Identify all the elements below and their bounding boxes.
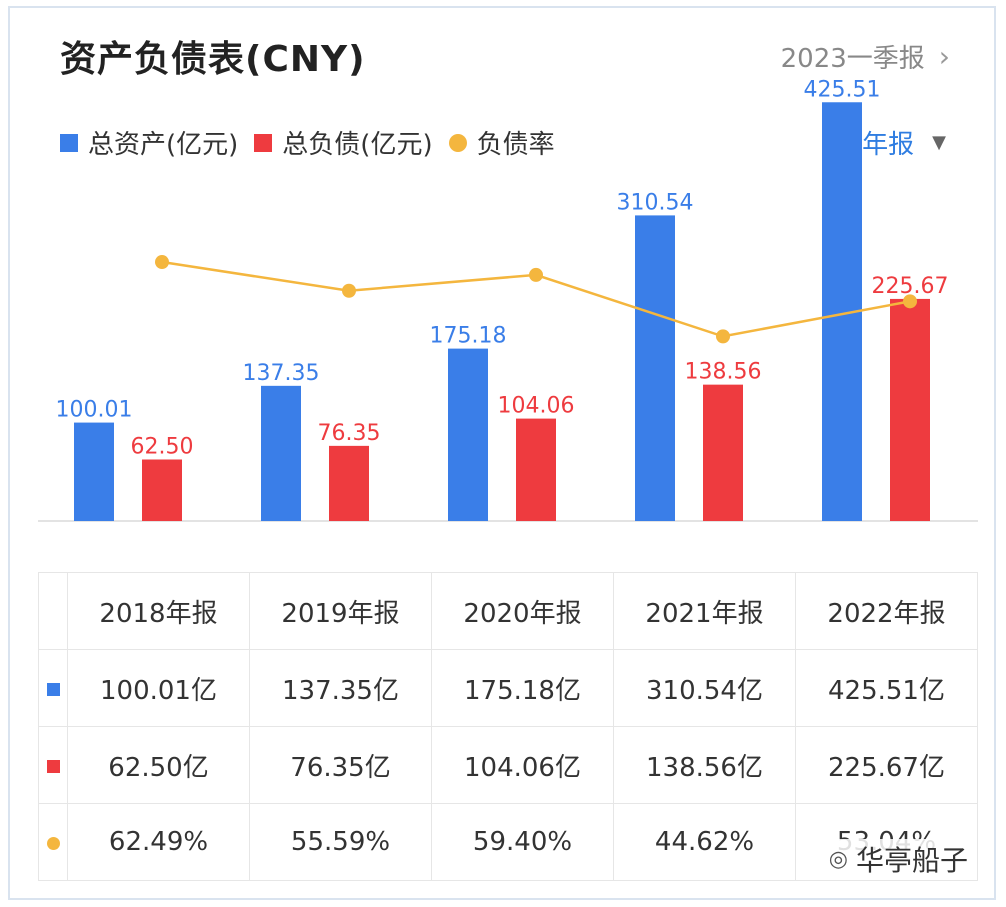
data-label-assets: 137.35 [243, 361, 320, 386]
bar-liabilities [329, 445, 369, 521]
square-icon [46, 760, 60, 773]
table-cell: 76.35亿 [249, 726, 432, 804]
data-label-liabilities: 76.35 [318, 421, 381, 446]
table-cell: 55.59% [249, 803, 432, 881]
row-marker-liabilities [38, 726, 68, 804]
data-label-assets: 175.18 [430, 324, 507, 349]
legend-item-ratio[interactable]: 负债率 [448, 124, 555, 161]
data-label-liabilities: 104.06 [498, 394, 575, 419]
table-header-cell: 2019年报 [249, 572, 432, 650]
table-cell: 310.54亿 [613, 649, 796, 727]
bar-liabilities [890, 298, 930, 521]
legend-item-liabilities[interactable]: 总负债(亿元) [254, 124, 433, 161]
wechat-icon: ◎ [828, 846, 848, 872]
watermark-text: 华亭船子 [855, 844, 968, 877]
table-header-row: 2018年报 2019年报 2020年报 2021年报 2022年报 [38, 572, 978, 650]
data-label-assets: 310.54 [617, 190, 694, 215]
row-marker-ratio [38, 803, 68, 881]
ratio-point [903, 294, 917, 309]
ratio-point [342, 283, 356, 298]
table-row-liabilities: 62.50亿 76.35亿 104.06亿 138.56亿 225.67亿 [38, 726, 978, 804]
bar-liabilities [142, 459, 182, 521]
frequency-dropdown[interactable]: 年报 ▼ [862, 124, 946, 161]
legend-item-assets[interactable]: 总资产(亿元) [60, 124, 238, 161]
watermark: ◎ 华亭船子 [822, 839, 974, 879]
page-title: 资产负债表(CNY) [60, 39, 366, 80]
ratio-point [716, 329, 730, 344]
bar-liabilities [703, 384, 743, 521]
dot-icon [46, 837, 60, 850]
chart-plot: 100.01 62.50 137.35 76.35 175.18 104.06 310.54… [38, 77, 978, 522]
caret-down-icon: ▼ [932, 132, 946, 153]
table-header-cell: 2018年报 [67, 572, 250, 650]
bar-assets [635, 215, 675, 522]
period-label: 2023一季报 [780, 44, 925, 74]
ratio-point [155, 255, 169, 270]
chart-legend: 总资产(亿元) 总负债(亿元) 负债率 [60, 124, 571, 161]
data-label-liabilities: 62.50 [131, 434, 194, 459]
ratio-point [529, 267, 543, 282]
table-header-cell: 2021年报 [613, 572, 796, 650]
data-table: 2018年报 2019年报 2020年报 2021年报 2022年报 100.0… [38, 572, 978, 881]
table-cell: 44.62% [613, 803, 796, 881]
table-cell: 225.67亿 [795, 726, 978, 804]
table-header-cell: 2020年报 [431, 572, 614, 650]
table-cell: 138.56亿 [613, 726, 796, 804]
legend-label-liabilities: 总负债(亿元) [282, 130, 433, 160]
data-label-assets: 425.51 [804, 77, 881, 102]
bar-assets [74, 422, 114, 521]
table-cell: 100.01亿 [67, 649, 250, 727]
table-cell: 62.49% [67, 803, 250, 881]
table-row-assets: 100.01亿 137.35亿 175.18亿 310.54亿 425.51亿 [38, 649, 978, 727]
chevron-right-icon: › [938, 40, 950, 73]
table-corner [38, 572, 68, 650]
table-cell: 175.18亿 [431, 649, 614, 727]
frequency-label: 年报 [862, 130, 915, 160]
table-header-cell: 2022年报 [795, 572, 978, 650]
table-cell: 62.50亿 [67, 726, 250, 804]
legend-swatch-liabilities [254, 133, 273, 152]
legend-label-assets: 总资产(亿元) [88, 130, 239, 160]
legend-swatch-assets [60, 133, 78, 152]
row-marker-assets [38, 649, 68, 727]
bar-assets [261, 385, 301, 521]
legend-swatch-ratio [448, 133, 467, 152]
table-cell: 104.06亿 [431, 726, 614, 804]
data-label-liabilities: 138.56 [685, 360, 762, 385]
bar-assets [448, 348, 488, 521]
square-icon [46, 683, 60, 696]
bar-liabilities [516, 418, 556, 521]
data-label-assets: 100.01 [56, 398, 133, 423]
table-cell: 137.35亿 [249, 649, 432, 727]
table-cell: 59.40% [431, 803, 614, 881]
table-cell: 425.51亿 [795, 649, 978, 727]
legend-label-ratio: 负债率 [476, 130, 555, 160]
period-link[interactable]: 2023一季报 › [781, 38, 950, 75]
